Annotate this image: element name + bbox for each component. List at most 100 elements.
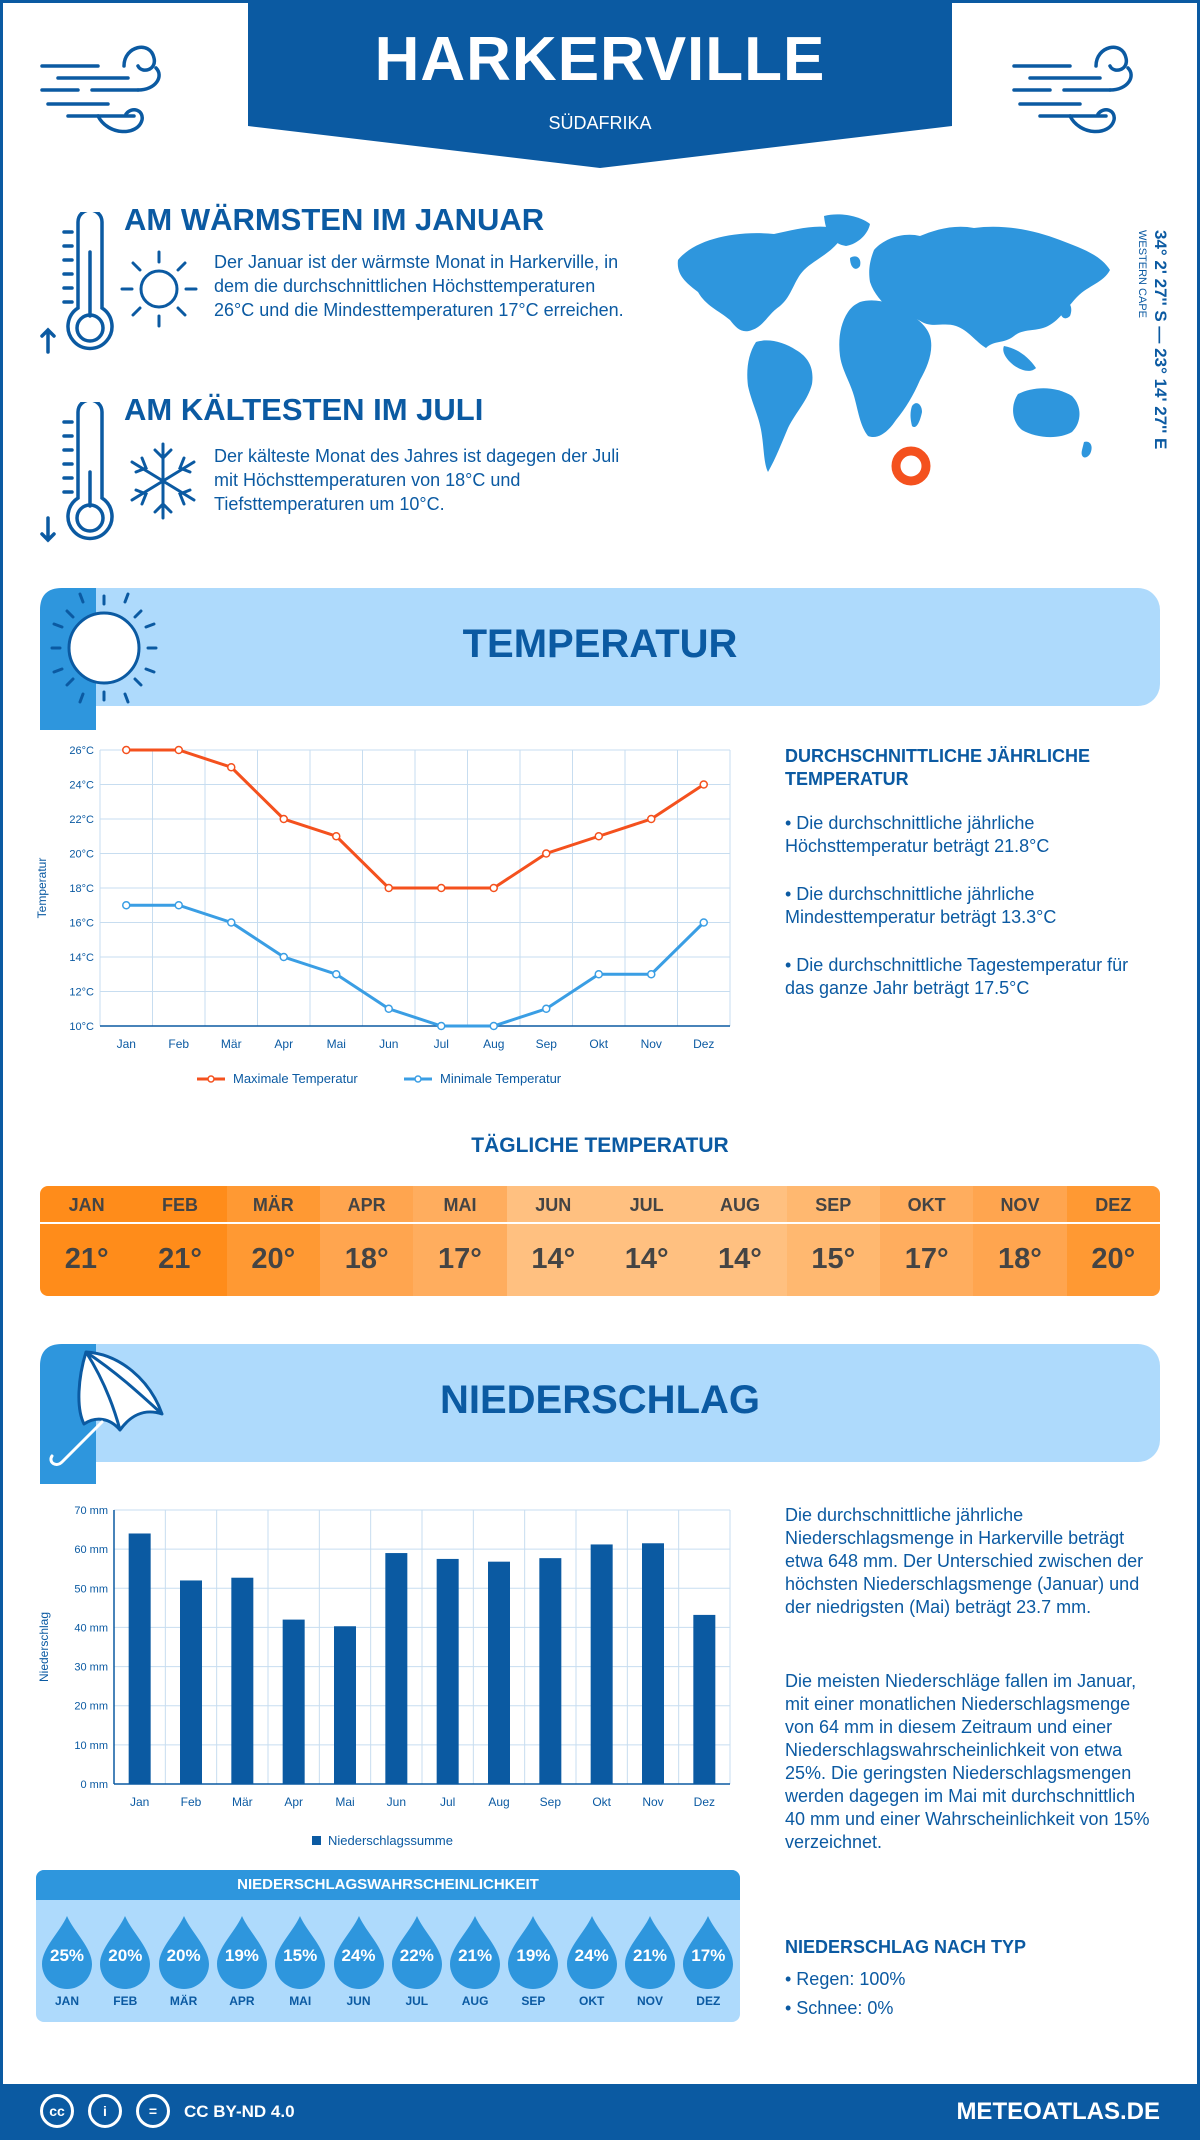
probability-drop: 24% JUN (332, 1914, 390, 2008)
wind-icon (40, 45, 161, 134)
x-tick-label: Mär (232, 1795, 253, 1809)
daily-temp-cell: FEB 21° (133, 1186, 227, 1296)
daily-temp-month: JUN (506, 1186, 600, 1224)
x-tick-label: Mai (335, 1795, 354, 1809)
city-title: HARKERVILLE (374, 25, 826, 94)
x-tick-label: Dez (693, 1037, 714, 1051)
data-point (489, 1021, 498, 1031)
daily-temp-cell: SEP 15° (786, 1186, 880, 1296)
region: WESTERN CAPE (1136, 230, 1148, 319)
y-tick-label: 26°C (69, 745, 94, 757)
x-tick-label: Mär (221, 1037, 242, 1051)
x-tick-label: Okt (589, 1037, 608, 1051)
coldest-title: AM KÄLTESTEN IM JULI (124, 392, 484, 427)
probability-value: 25% (49, 1946, 85, 1965)
data-point (542, 849, 551, 858)
legend-label: Maximale Temperatur (233, 1071, 358, 1086)
bar (642, 1543, 664, 1784)
warmest-text: Der Januar ist der wärmste Monat in Hark… (214, 252, 624, 320)
data-point (699, 780, 708, 789)
bar (385, 1553, 408, 1784)
sun-icon (120, 250, 198, 328)
raindrop-icon (625, 1916, 675, 1989)
daily-temp-month: JUL (599, 1186, 694, 1224)
x-tick-label: Mai (327, 1037, 346, 1051)
probability-month: JAN (54, 1994, 79, 2008)
data-point (699, 918, 708, 927)
precip-text-2: Die meisten Niederschläge fallen im Janu… (785, 1671, 1150, 1852)
bar (693, 1614, 716, 1784)
temp-bullet: • Die durchschnittliche jährliche Mindes… (785, 884, 1057, 927)
y-tick-label: 70 mm (74, 1505, 108, 1517)
site-link[interactable]: METEOATLAS.DE (956, 2098, 1160, 2125)
daily-temperature-table: JAN 21° FEB 21° MÄR 20° APR 18° MAI 17° JUN 14° JUL 1… (40, 1186, 1160, 1296)
daily-temp-value: 18° (344, 1243, 389, 1275)
probability-value: 20% (108, 1946, 143, 1965)
y-tick-label: 10°C (69, 1021, 94, 1033)
x-tick-label: Nov (641, 1037, 662, 1051)
y-tick-label: 60 mm (74, 1544, 108, 1556)
cc-icon: cc (40, 2094, 74, 2128)
raindrop-icon (42, 1916, 92, 1989)
data-point (174, 901, 183, 910)
legend-item: Maximale Temperatur (197, 1071, 358, 1086)
data-point (437, 883, 446, 893)
y-tick-label: 50 mm (74, 1583, 108, 1595)
data-point (279, 952, 288, 962)
y-tick-label: 18°C (69, 883, 94, 895)
y-tick-label: 30 mm (74, 1662, 108, 1674)
y-tick-label: 10 mm (74, 1740, 108, 1752)
coordinates: 34° 2' 27'' S — 23° 14' 27'' E (1151, 230, 1170, 450)
probability-month: NOV (636, 1994, 663, 2008)
probability-month: FEB (113, 1994, 138, 2008)
legend-item: Niederschlagssumme (312, 1833, 453, 1848)
y-tick-label: 12°C (69, 987, 94, 999)
data-point (384, 1004, 393, 1013)
coldest-text: Der kälteste Monat des Jahres ist dagege… (214, 446, 620, 514)
daily-temp-month: MAI (413, 1186, 507, 1224)
temperature-banner (40, 588, 1160, 706)
legend-marker (414, 1075, 422, 1083)
daily-temp-value: 14° (531, 1243, 576, 1275)
daily-temp-cell: OKT 17° (879, 1186, 974, 1296)
daily-temp-cell: MAI 17° (413, 1186, 507, 1296)
daily-temp-month: NOV (973, 1186, 1067, 1224)
probability-title: NIEDERSCHLAGSWAHRSCHEINLICHKEIT (36, 1870, 740, 1900)
raindrop-icon (158, 1916, 209, 1989)
probability-value: 21% (632, 1946, 668, 1965)
x-tick-label: Apr (274, 1037, 293, 1051)
world-map (677, 214, 1110, 486)
y-tick-label: 40 mm (74, 1622, 108, 1634)
probability-month: SEP (521, 1994, 546, 2008)
data-point (122, 745, 131, 755)
probability-drop: 22% JUL (390, 1914, 448, 2008)
raindrop-icon (100, 1916, 151, 1989)
precip-type-snow: • Schnee: 0% (785, 1998, 894, 2018)
x-tick-label: Feb (168, 1037, 189, 1051)
x-tick-label: Sep (540, 1795, 562, 1809)
daily-temp-month: OKT (879, 1186, 974, 1224)
precip-type-rain: • Regen: 100% (785, 1969, 906, 1989)
data-point (594, 970, 603, 979)
daily-temp-value: 14° (718, 1243, 762, 1275)
x-tick-label: Jun (387, 1795, 406, 1809)
probability-value: 20% (166, 1946, 201, 1965)
probability-drop: 25% JAN (40, 1914, 98, 2008)
bar (488, 1561, 510, 1784)
probability-drop: 17% DEZ (681, 1914, 739, 2008)
legend-label: Niederschlagssumme (328, 1833, 453, 1848)
precip-text-1: Die durchschnittliche jährliche Niedersc… (785, 1505, 1144, 1617)
data-point (122, 901, 131, 910)
data-point (489, 883, 498, 893)
daily-temp-month: SEP (786, 1186, 880, 1224)
wind-icon (1012, 45, 1133, 134)
probability-month: APR (229, 1994, 255, 2008)
raindrop-icon (391, 1916, 442, 1989)
x-tick-label: Jan (117, 1037, 136, 1051)
probability-drop: 21% AUG (448, 1914, 506, 2008)
x-tick-label: Apr (284, 1795, 303, 1809)
x-tick-label: Dez (694, 1795, 715, 1809)
country-subtitle: SÜDAFRIKA (548, 113, 652, 133)
data-point (174, 745, 183, 755)
x-tick-label: Sep (536, 1037, 558, 1051)
